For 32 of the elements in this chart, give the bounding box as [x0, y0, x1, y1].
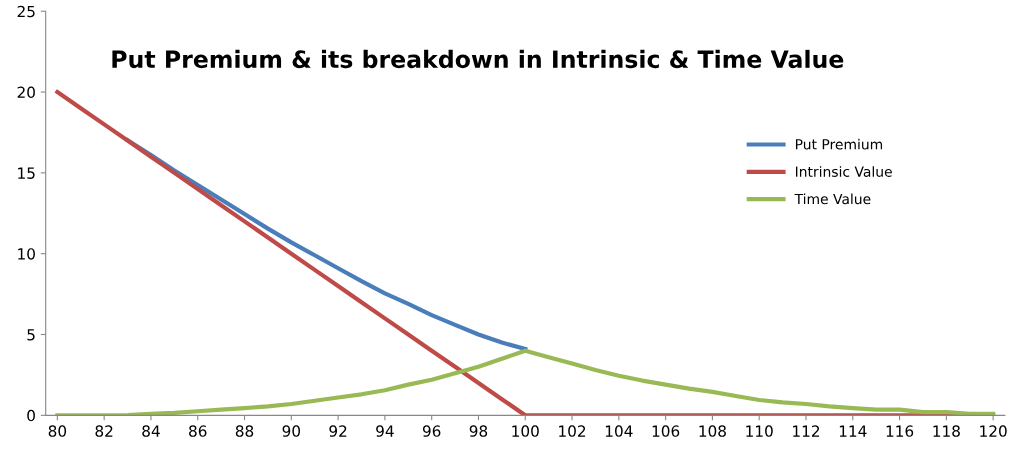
- x-tick-label: 112: [793, 425, 820, 437]
- legend-label: Time Value: [794, 193, 871, 205]
- text: Put Premium & its breakdown in Intrinsic & Time Value: [112, 49, 844, 69]
- x-tick-label: 118: [933, 425, 960, 437]
- x-tick-label: 98: [469, 425, 488, 437]
- x-tick-label: 104: [605, 425, 633, 437]
- x-tick-label: 94: [376, 425, 394, 437]
- y-tick-label: 5: [27, 329, 35, 341]
- x-tick-label: 106: [652, 425, 680, 437]
- x-tick-label: 82: [95, 425, 113, 437]
- x-tick-label: 102: [559, 425, 586, 437]
- x-tick-label: 96: [422, 425, 441, 437]
- x-tick-label: 100: [512, 425, 539, 437]
- x-tick-label: 108: [699, 425, 726, 437]
- x-tick-label: 86: [189, 425, 207, 437]
- x-tick-label: 114: [839, 425, 867, 437]
- x-tick-label: 88: [235, 425, 254, 437]
- legend-label: Put Premium: [795, 138, 883, 150]
- line-series: [55, 348, 996, 416]
- x-tick-label: 84: [142, 425, 160, 437]
- y-tick-label: 10: [18, 248, 35, 260]
- x-tick-label: 90: [282, 425, 301, 437]
- y-tick-label: 15: [18, 167, 35, 179]
- x-tick-label: 80: [48, 425, 67, 437]
- y-tick-label: 0: [27, 409, 35, 422]
- x-tick-label: 120: [980, 425, 1007, 437]
- x-tick-label: 92: [329, 425, 347, 437]
- x-tick-label: 116: [886, 425, 914, 437]
- y-tick-label: 25: [17, 5, 35, 18]
- legend-label: Intrinsic Value: [795, 166, 892, 177]
- y-tick-label: 20: [17, 86, 35, 99]
- x-tick-label: 110: [746, 425, 773, 437]
